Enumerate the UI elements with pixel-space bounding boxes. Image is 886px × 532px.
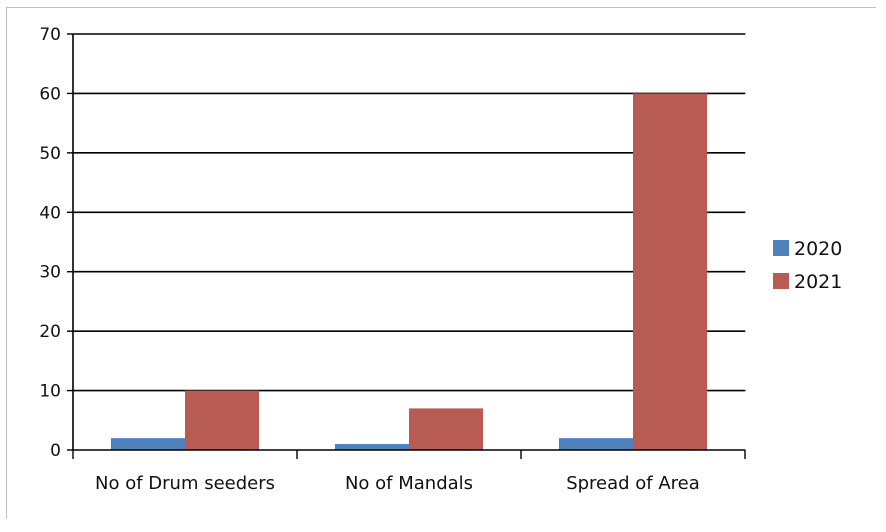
- y-tick-labels: 0 10 20 30 40 50 60 70: [39, 25, 61, 461]
- legend-label-2021: 2021: [794, 271, 842, 293]
- bar-2021-1: [185, 390, 259, 450]
- y-tick-label: 60: [39, 84, 61, 104]
- x-category-label: Spread of Area: [566, 473, 700, 494]
- bar-2020-3: [559, 438, 633, 450]
- x-category-labels: No of Drum seeders No of Mandals Spread of…: [95, 473, 700, 494]
- y-tick-label: 0: [50, 441, 61, 461]
- bars: [111, 93, 707, 450]
- legend: 2020 2021: [773, 238, 842, 293]
- bar-2020-1: [111, 438, 185, 450]
- y-tick-label: 40: [39, 203, 61, 223]
- y-tick-label: 20: [39, 322, 61, 342]
- y-tick-label: 50: [39, 144, 61, 164]
- bar-2020-2: [335, 444, 409, 450]
- legend-swatch-2020: [773, 240, 789, 256]
- legend-label-2020: 2020: [794, 238, 842, 260]
- y-tick-label: 30: [39, 263, 61, 283]
- gridlines: [73, 33, 745, 392]
- legend-swatch-2021: [773, 273, 789, 289]
- y-tick-label: 70: [39, 25, 61, 45]
- y-tick-label: 10: [39, 382, 61, 402]
- bar-2021-2: [409, 408, 483, 450]
- x-category-label: No of Drum seeders: [95, 473, 275, 494]
- bar-2021-3: [633, 93, 707, 450]
- chart-border: [6, 7, 876, 519]
- x-category-label: No of Mandals: [345, 473, 473, 494]
- axes: [67, 33, 746, 459]
